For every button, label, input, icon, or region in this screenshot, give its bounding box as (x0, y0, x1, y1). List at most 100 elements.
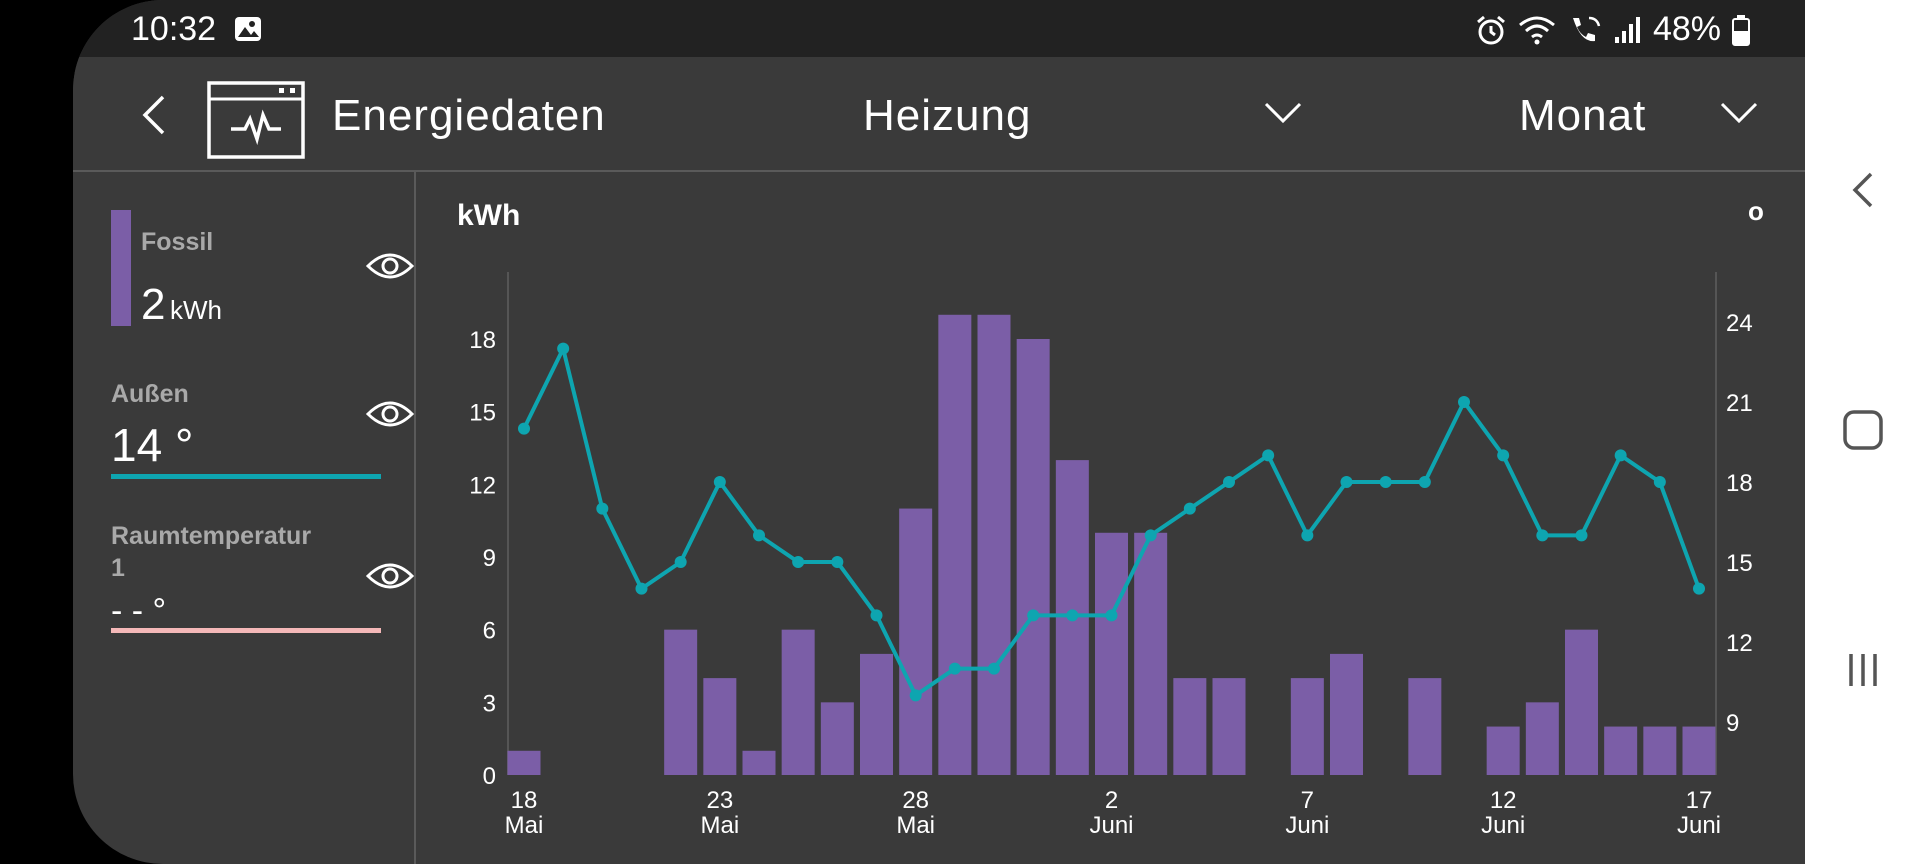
chart-svg: kWh o03691215189121518212418Mai23Mai28Mai… (457, 196, 1764, 839)
chart-bar[interactable] (664, 629, 698, 775)
outside-temp-point[interactable] (713, 476, 726, 488)
chart-bar[interactable] (1212, 678, 1246, 775)
right-tick-label: 15 (1726, 550, 1753, 577)
alarm-icon (1475, 14, 1507, 46)
outside-temp-point[interactable] (1497, 449, 1510, 462)
chart-bar[interactable] (1134, 532, 1168, 775)
outside-temp-point[interactable] (1418, 476, 1431, 488)
outside-temp-point[interactable] (1340, 476, 1353, 488)
fossil-value-group: 2 kWh (141, 280, 222, 330)
legend-item-outside: Außen 14 ° (111, 380, 415, 479)
outside-temp-point[interactable] (1653, 476, 1666, 488)
outside-temp-point[interactable] (988, 662, 1000, 675)
outside-temp-point[interactable] (948, 662, 961, 675)
outside-temp-point[interactable] (1223, 476, 1235, 488)
chart-bar[interactable] (781, 629, 815, 775)
signal-icon (1613, 15, 1643, 45)
chart-bar[interactable] (860, 653, 893, 775)
chart-bar[interactable] (1565, 629, 1598, 775)
outside-color-line (111, 474, 381, 479)
chart-bar[interactable] (899, 508, 933, 775)
fossil-label: Fossil (141, 228, 214, 256)
chart-bar[interactable] (1016, 339, 1050, 775)
right-tick-label: 12 (1726, 630, 1753, 657)
back-nav-button[interactable] (1833, 160, 1893, 225)
visibility-eye-icon[interactable] (365, 560, 415, 597)
outside-temp-point[interactable] (518, 422, 530, 435)
outside-temp-point[interactable] (1536, 529, 1549, 542)
chart-bar[interactable] (1525, 702, 1559, 775)
outside-temp-point[interactable] (1379, 476, 1392, 488)
x-tick-day: 2 (1105, 787, 1118, 814)
outside-temp-point[interactable] (1262, 449, 1275, 462)
app-header: Energiedaten Heizung Monat (73, 57, 1805, 172)
left-tick-label: 0 (483, 763, 496, 790)
chart-bar[interactable] (1643, 726, 1677, 775)
x-tick-month: Mai (505, 812, 544, 839)
outside-temp-point[interactable] (1183, 502, 1196, 515)
outside-temp-point[interactable] (596, 502, 609, 515)
chart-bar[interactable] (1408, 678, 1442, 775)
period-dropdown[interactable]: Monat (1519, 77, 1779, 153)
visibility-eye-icon[interactable] (365, 398, 415, 435)
room-label: Raumtemperatur 1 (111, 522, 312, 582)
outside-temp-point[interactable] (1614, 449, 1627, 462)
outside-temp-point[interactable] (1693, 582, 1705, 595)
outside-temp-point[interactable] (1066, 609, 1079, 622)
outside-temp-point[interactable] (1105, 609, 1118, 622)
chart-bar[interactable] (742, 750, 776, 775)
page-title: Energiedaten (332, 91, 606, 140)
outside-temp-point[interactable] (635, 582, 648, 595)
chart-bar[interactable] (820, 702, 854, 775)
chart-bar[interactable] (1486, 726, 1520, 775)
chart-bar[interactable] (507, 750, 541, 775)
chart-bar[interactable] (1290, 678, 1324, 775)
x-tick-day: 7 (1301, 787, 1314, 814)
chart-bar[interactable] (1682, 726, 1716, 775)
home-button[interactable] (1833, 400, 1893, 465)
right-tick-label: 21 (1726, 390, 1753, 417)
x-tick-day: 12 (1490, 787, 1517, 814)
outside-temp-point[interactable] (1027, 609, 1040, 622)
outside-temp-point[interactable] (792, 556, 805, 568)
x-tick-month: Juni (1677, 812, 1721, 839)
back-button[interactable] (127, 85, 187, 145)
outside-temp-point[interactable] (1144, 529, 1157, 542)
chart-bar[interactable] (1173, 678, 1207, 775)
outside-temp-point[interactable] (674, 556, 687, 568)
legend-sidebar: Fossil 2 kWh Außen 14 ° Raumtemperatur 1… (73, 172, 416, 864)
left-tick-label: 3 (483, 690, 496, 717)
outside-temp-point[interactable] (557, 342, 570, 355)
recent-apps-button[interactable] (1833, 640, 1893, 705)
outside-temp-point[interactable] (1301, 529, 1314, 542)
outside-temp-point[interactable] (753, 529, 765, 542)
x-tick-day: 17 (1686, 787, 1713, 814)
chart-bar[interactable] (1095, 532, 1128, 775)
battery-percent: 48% (1652, 10, 1721, 48)
outside-temp-point[interactable] (909, 689, 922, 702)
chart-bar[interactable] (703, 678, 737, 775)
outside-temp-point[interactable] (1458, 396, 1470, 408)
wifi-icon (1517, 14, 1557, 46)
fossil-unit: kWh (169, 295, 222, 325)
category-dropdown[interactable]: Heizung (863, 77, 1343, 153)
left-tick-label: 12 (469, 472, 496, 499)
x-tick-day: 18 (511, 787, 538, 814)
chart-bar[interactable] (1604, 726, 1638, 775)
legend-item-fossil: Fossil 2 kWh (111, 210, 415, 330)
back-icon (142, 95, 165, 135)
outside-temp-point[interactable] (870, 609, 883, 622)
outside-temp-point[interactable] (1575, 529, 1588, 542)
recent-apps-icon (1849, 654, 1877, 686)
chart-bar[interactable] (1330, 653, 1363, 775)
outside-temp-point[interactable] (831, 556, 844, 568)
home-icon (1843, 410, 1883, 450)
chart-bar[interactable] (938, 314, 972, 775)
right-tick-label: 9 (1726, 710, 1739, 737)
fossil-value: 2 (141, 280, 166, 329)
outside-value: 14 ° (111, 419, 194, 471)
visibility-eye-icon[interactable] (365, 250, 415, 287)
right-tick-label: 18 (1726, 470, 1753, 497)
wifi-call-icon (1567, 14, 1603, 46)
chart-bar[interactable] (977, 314, 1011, 775)
